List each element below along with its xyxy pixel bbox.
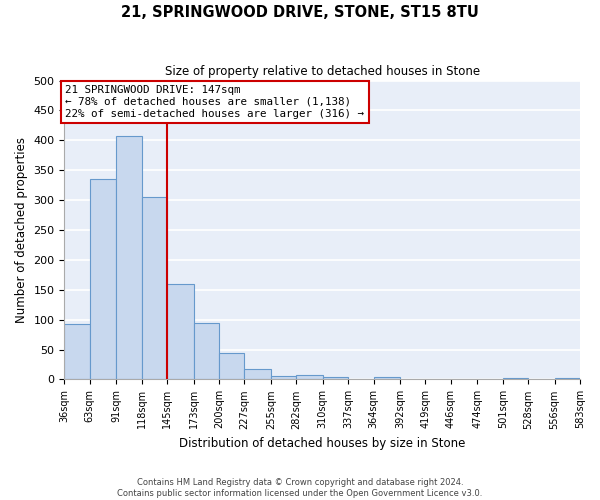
Bar — [503, 378, 528, 380]
Y-axis label: Number of detached properties: Number of detached properties — [15, 137, 28, 323]
Title: Size of property relative to detached houses in Stone: Size of property relative to detached ho… — [164, 65, 480, 78]
Bar — [244, 368, 271, 380]
Bar — [425, 379, 451, 380]
Text: 21 SPRINGWOOD DRIVE: 147sqm
← 78% of detached houses are smaller (1,138)
22% of : 21 SPRINGWOOD DRIVE: 147sqm ← 78% of det… — [65, 86, 364, 118]
Bar — [64, 324, 90, 380]
Bar — [219, 353, 244, 380]
Bar — [296, 376, 323, 380]
Bar — [271, 376, 296, 380]
Bar — [194, 322, 219, 380]
Text: 21, SPRINGWOOD DRIVE, STONE, ST15 8TU: 21, SPRINGWOOD DRIVE, STONE, ST15 8TU — [121, 5, 479, 20]
X-axis label: Distribution of detached houses by size in Stone: Distribution of detached houses by size … — [179, 437, 466, 450]
Text: Contains HM Land Registry data © Crown copyright and database right 2024.
Contai: Contains HM Land Registry data © Crown c… — [118, 478, 482, 498]
Bar — [142, 197, 167, 380]
Bar — [323, 377, 348, 380]
Bar — [167, 284, 194, 380]
Bar — [554, 378, 580, 380]
Bar — [116, 136, 142, 380]
Bar — [374, 377, 400, 380]
Bar — [90, 178, 116, 380]
